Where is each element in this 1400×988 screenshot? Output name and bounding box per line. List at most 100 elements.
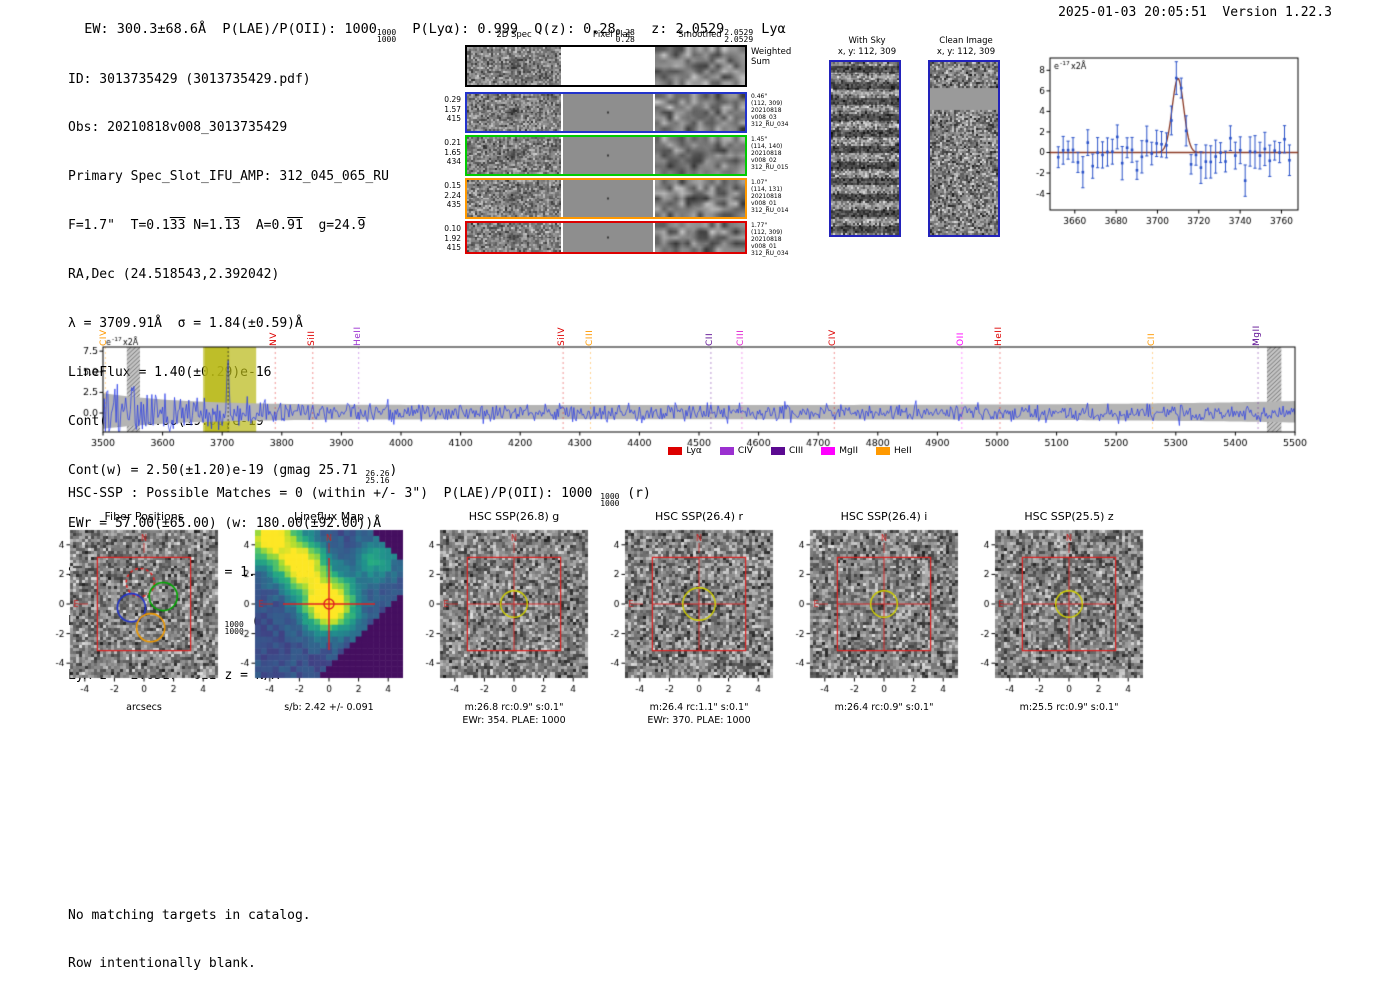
with-sky-title: With Sky	[848, 36, 886, 46]
legend-swatch	[770, 447, 785, 455]
emission-line-label: HeII	[352, 326, 363, 346]
cutout-row: Fiber Positions arcsecs Lineflux Map s/b: 2…	[40, 504, 1380, 749]
smoothed-image	[655, 47, 745, 85]
hsc-r-image	[595, 528, 785, 700]
with-sky-coords: x, y: 112, 309	[837, 47, 897, 57]
emission-line-label: MgII	[1252, 325, 1263, 346]
summary-plya-qz: P(Lyα): 0.999 Q(z): 0.28	[396, 21, 616, 37]
cutout-panel-fiber-positions: Fiber Positions arcsecs	[40, 504, 230, 744]
legend-label: CIII	[788, 446, 804, 456]
clean-image-panel: Clean Image x, y: 112, 309	[928, 36, 1004, 237]
emission-line-label: NV	[269, 332, 280, 346]
smoothed-image	[655, 94, 745, 131]
info-id: ID: 3013735429 (3013735429.pdf)	[68, 71, 311, 87]
fiber-positions-image	[40, 528, 230, 700]
legend-swatch	[719, 447, 734, 455]
legend-swatch	[668, 447, 683, 455]
cutout-xlabel: s/b: 2.42 +/- 0.091	[284, 702, 374, 713]
footer-line-2: Row intentionally blank.	[68, 956, 256, 971]
emission-line-label: SiII	[306, 330, 317, 346]
cutout-title: Lineflux Map	[293, 510, 365, 523]
hsc-g-image	[410, 528, 600, 700]
legend-swatch	[821, 447, 836, 455]
emission-line-label: CII	[1146, 332, 1157, 346]
emission-line-label: CIII	[735, 329, 746, 346]
spec2d-row-weights: 0.15 2.24 435	[444, 181, 461, 209]
legend-label: CIV	[737, 446, 753, 456]
info-primary-spec: Primary Spec_Slot_IFU_AMP: 312_045_065_R…	[68, 169, 389, 185]
spec2d-image	[467, 223, 561, 252]
smoothed-image	[655, 137, 745, 174]
spec2d-row	[465, 135, 747, 176]
spec2d-image	[467, 137, 561, 174]
qz-fraction: 0.28 0.28	[615, 28, 635, 44]
legend-item-ciii: CIII	[770, 446, 804, 456]
cutout-title: Fiber Positions	[104, 510, 184, 523]
timestamp-version: 2025-01-03 20:05:51 Version 1.22.3	[1058, 5, 1332, 20]
pixelflat-image	[563, 180, 653, 217]
info-ewr: EWr = 57.00(±65.00) (w: 180.00(±92.00))Å	[68, 516, 382, 532]
spec2d-row-weights: 0.10 1.92 415	[444, 224, 461, 252]
with-sky-image	[829, 60, 901, 237]
cutout-xlabel2: EWr: 354. PLAE: 1000	[462, 715, 566, 726]
clean-image-title: Clean Image	[939, 36, 993, 46]
cutout-panel-lineflux-map: Lineflux Map s/b: 2.42 +/- 0.091	[225, 504, 415, 744]
cutout-panel-hsc-z: HSC SSP(25.5) z m:25.5 rc:0.9" s:0.1"	[965, 504, 1155, 744]
spec2d-row-weights: 0.29 1.57 415	[444, 95, 461, 123]
spectrum-legend: Lyα CIV CIII MgII HeII	[530, 446, 1050, 456]
info-seeing: F=1.7" T=0.133 N=1.13 A=0.91 g=24.9	[68, 218, 366, 234]
spec2d-section: 2D Spec Pixel Flat Smoothed Weighted Sum 0.2…	[444, 30, 815, 265]
summary-z: z: 2.0529	[634, 21, 725, 37]
lineflux-map-image	[225, 528, 415, 700]
legend-label: MgII	[839, 446, 858, 456]
z-fraction: 2.0529 2.0529	[724, 28, 754, 44]
hsc-plae-fraction: 1000 1000	[600, 492, 620, 508]
cutout-xlabel2: EWr: 370. PLAE: 1000	[647, 715, 751, 726]
cutout-title: HSC SSP(26.4) r	[654, 510, 744, 523]
legend-item-ly: Lyα	[668, 446, 702, 456]
hsc-i-image	[780, 528, 970, 700]
cutout-panel-hsc-r: HSC SSP(26.4) r m:26.4 rc:1.1" s:0.1" EWr:…	[595, 504, 785, 744]
summary-linetype: Lyα	[753, 21, 786, 37]
spec2d-row	[465, 178, 747, 219]
weighted-sum-label: Weighted Sum	[751, 47, 792, 67]
pixelflat-image	[563, 137, 653, 174]
spec2d-row-info: 0.46" (112, 309) 20210818 v008_03 312_RU…	[751, 93, 789, 128]
cutout-title: HSC SSP(26.8) g	[468, 510, 560, 523]
footer-line-1: No matching targets in catalog.	[68, 908, 311, 923]
hsc-match-line: HSC-SSP : Possible Matches = 0 (within +…	[68, 486, 651, 508]
emission-line-label: OII	[955, 332, 966, 346]
spec2d-row	[465, 92, 747, 133]
clean-image	[928, 60, 1000, 237]
summary-header: EW: 300.3±68.6Å P(LAE)/P(OII): 1000 1000 1…	[68, 5, 786, 44]
spec2d-image	[467, 94, 561, 131]
cutout-xlabel: m:26.4 rc:0.9" s:0.1"	[834, 702, 934, 713]
cutout-title: HSC SSP(25.5) z	[1024, 510, 1114, 523]
emission-line-label: CII	[704, 332, 715, 346]
spec2d-row-weights: 0.21 1.65 434	[444, 138, 461, 166]
spec2d-row	[465, 45, 747, 87]
cutout-xlabel: m:25.5 rc:0.9" s:0.1"	[1019, 702, 1119, 713]
pixelflat-image	[563, 94, 653, 131]
smoothed-image	[655, 223, 745, 252]
spec2d-row-info: 1.07" (114, 131) 20210818 v008_01 312_RU…	[751, 179, 789, 214]
cutout-panel-hsc-g: HSC SSP(26.8) g m:26.8 rc:0.9" s:0.1" EWr:…	[410, 504, 600, 744]
hsc-z-image	[965, 528, 1155, 700]
spec2d-col-header: Smoothed	[678, 30, 722, 40]
info-cont-w: Cont(w) = 2.50(±1.20)e-19 (gmag 25.71 26…	[68, 462, 398, 485]
emission-line-label: CIV	[99, 329, 110, 346]
legend-item-heii: HeII	[875, 446, 912, 456]
emission-line-label: CIV	[828, 329, 839, 346]
spec2d-row-info: 1.45" (114, 140) 20210818 v008_02 312_RU…	[751, 136, 789, 171]
spec2d-row-info: 1.77" (112, 309) 20210818 v008_01 312_RU…	[751, 222, 789, 257]
summary-ew-plae: EW: 300.3±68.6Å P(LAE)/P(OII): 1000	[84, 21, 377, 37]
pixelflat-image	[563, 223, 653, 252]
emission-line-label: HeII	[993, 326, 1004, 346]
cutout-title: HSC SSP(26.4) i	[840, 510, 928, 523]
full-spectrum-plot	[60, 336, 1310, 450]
emission-line-label: SiIV	[557, 326, 568, 346]
cutout-xlabel: m:26.8 rc:0.9" s:0.1"	[464, 702, 564, 713]
smoothed-image	[655, 180, 745, 217]
legend-item-mgii: MgII	[821, 446, 858, 456]
spec2d-image	[467, 180, 561, 217]
